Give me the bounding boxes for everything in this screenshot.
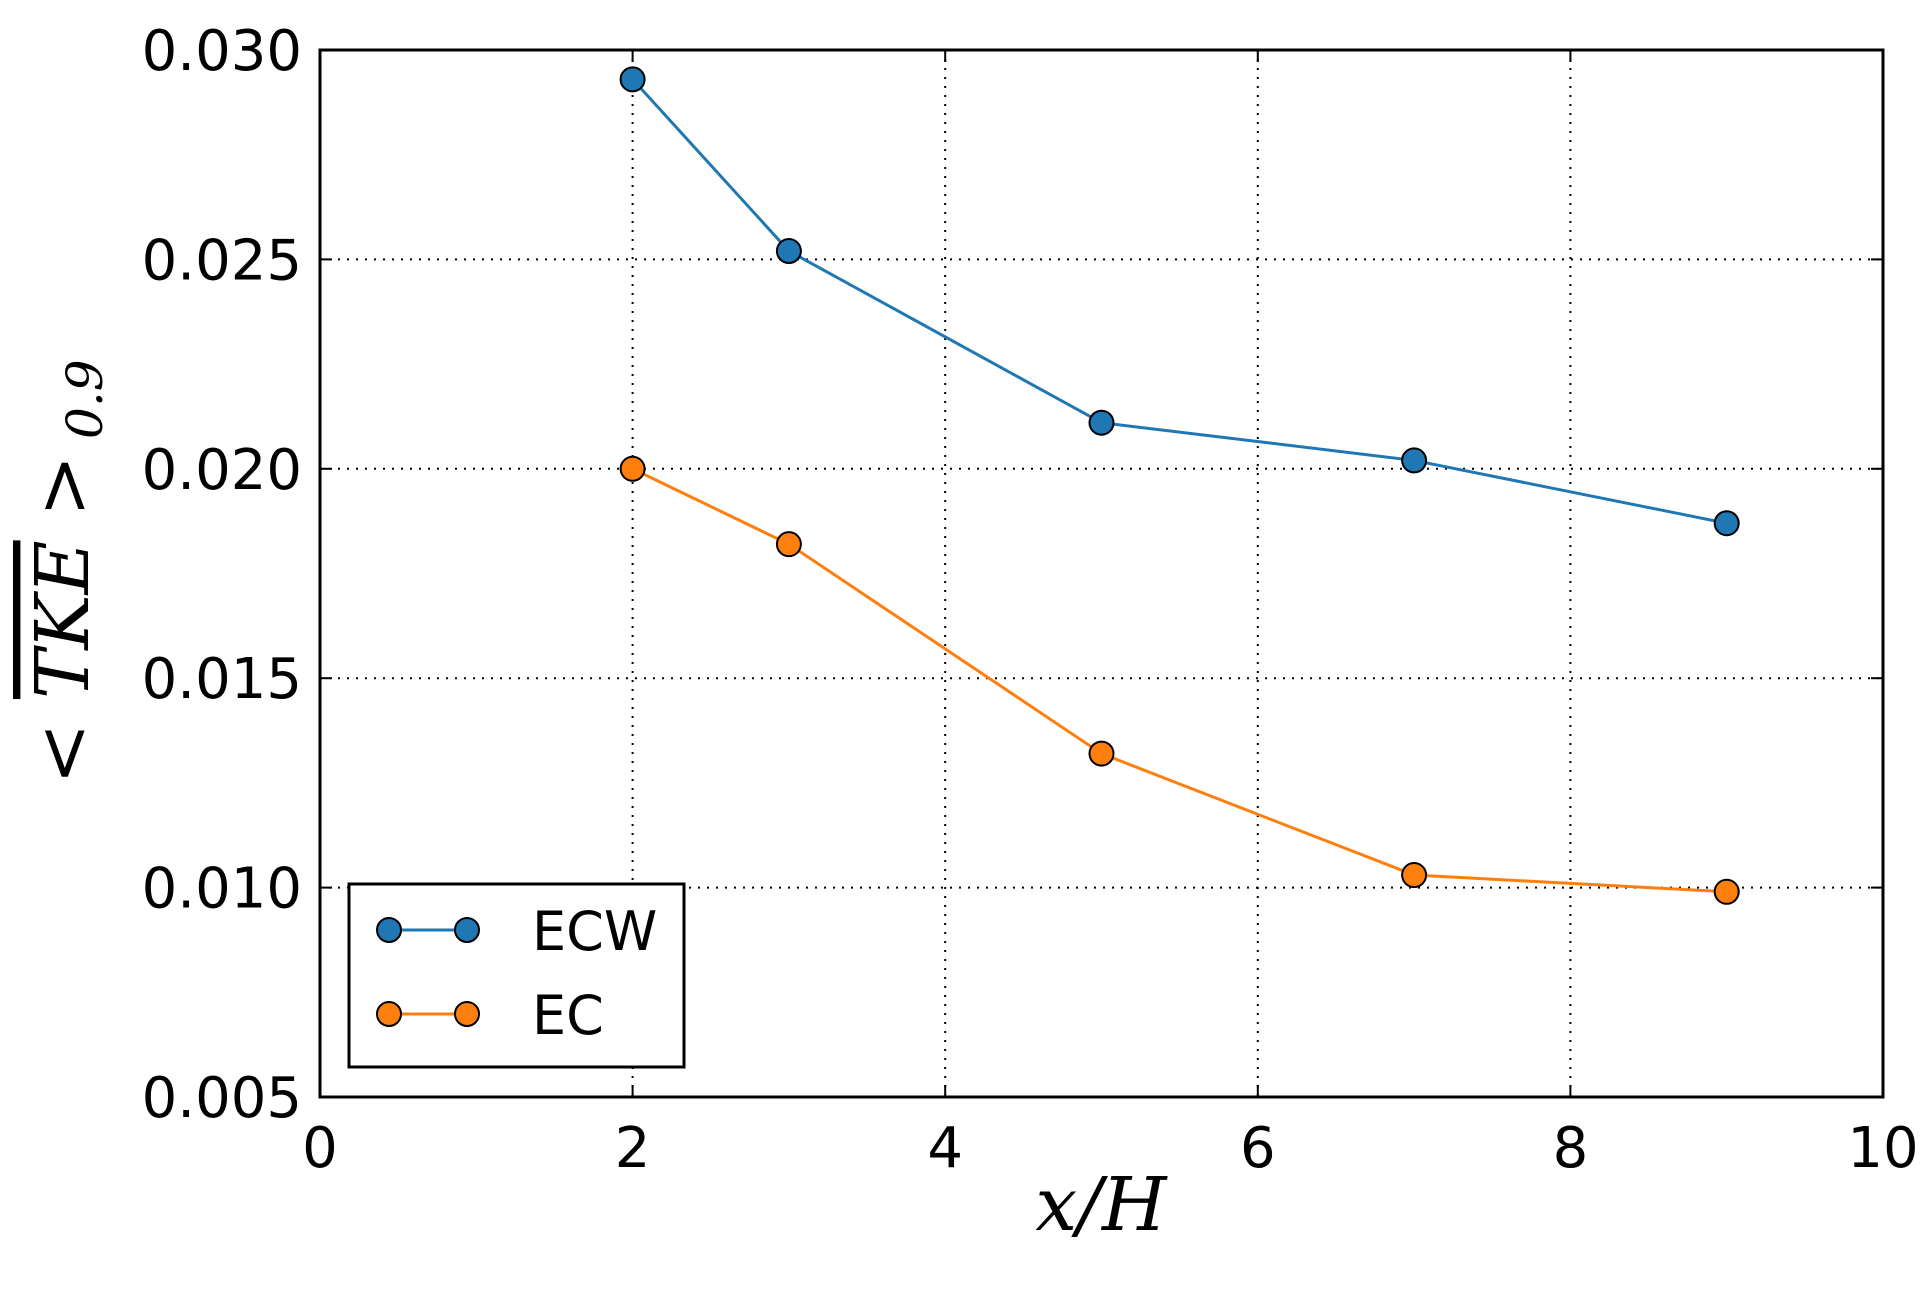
data-point-ec [1088, 740, 1115, 767]
data-point-ec [619, 455, 646, 482]
legend-marker-ecw [454, 917, 480, 943]
plot-series [619, 66, 1740, 905]
x-axis-label: x/H [1035, 1162, 1168, 1248]
legend-marker-ecw [376, 917, 402, 943]
data-point-ecw [1401, 447, 1428, 474]
series-line-ecw [631, 78, 1727, 525]
axis-ticks: 0 2 4 6 8 10 0.005 0.010 0.015 0.020 0.025 0.030 [142, 19, 1919, 1181]
y-tick-label: 0.010 [142, 857, 302, 922]
legend-marker-ec [454, 1001, 480, 1027]
data-point-ecw [619, 66, 646, 93]
x-tick-label: 6 [1240, 1116, 1276, 1181]
legend-box [347, 882, 686, 1069]
y-tick-label: 0.015 [142, 647, 302, 712]
data-point-ecw [775, 238, 802, 265]
y-tick-label: 0.025 [142, 228, 302, 293]
y-tick-label: 0.030 [142, 19, 302, 84]
x-tick-label: 0 [302, 1116, 338, 1181]
x-tick-label: 10 [1847, 1116, 1918, 1181]
x-tick-label: 8 [1553, 1116, 1589, 1181]
legend: ECW EC [347, 882, 686, 1069]
data-point-ecw [1088, 409, 1115, 436]
x-tick-label: 4 [927, 1116, 963, 1181]
y-tick-label: 0.005 [142, 1066, 302, 1131]
data-point-ecw [1713, 510, 1740, 537]
legend-label-ecw: ECW [532, 900, 657, 963]
y-axis-label: < TKE > 0.9 [20, 359, 114, 784]
data-point-ec [1713, 878, 1740, 905]
legend-marker-ec [376, 1001, 402, 1027]
y-tick-label: 0.020 [142, 438, 302, 503]
data-point-ec [1401, 862, 1428, 889]
plot-frame [318, 48, 1885, 1099]
x-tick-label: 2 [615, 1116, 651, 1181]
legend-label-ec: EC [532, 984, 604, 1047]
grid-lines [320, 50, 1883, 1097]
data-point-ec [775, 531, 802, 558]
series-line-ec [631, 467, 1727, 894]
